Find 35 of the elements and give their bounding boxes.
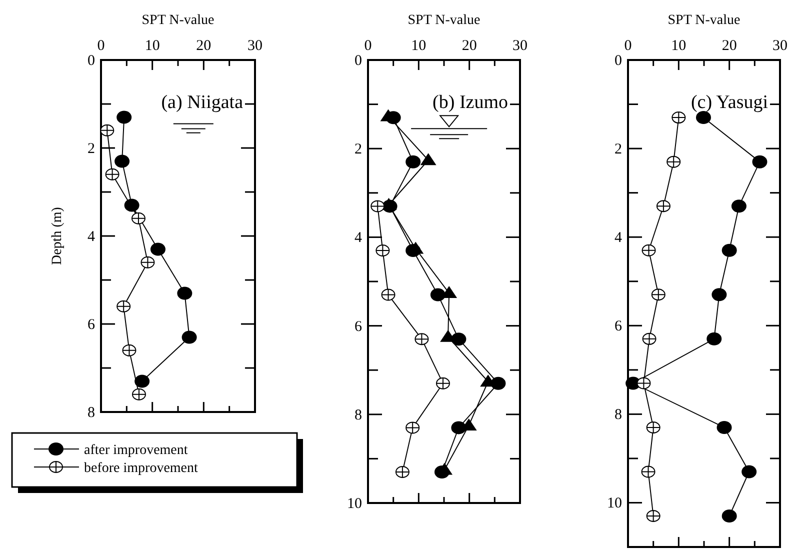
y-tick-label: 2	[354, 142, 362, 158]
legend-label: before improvement	[84, 461, 198, 476]
y-tick-label: 4	[354, 230, 362, 246]
x-tick-label: 30	[772, 38, 788, 54]
y-tick-label: 0	[614, 53, 622, 69]
y-tick-label: 8	[354, 407, 362, 424]
x-axis-title: SPT N-value	[668, 13, 740, 28]
y-tick-label: 4	[614, 230, 622, 246]
annotation: (b) Izumo	[432, 92, 508, 113]
y-axis-title: Depth (m)	[50, 206, 65, 265]
x-tick-label: 10	[144, 38, 160, 54]
x-tick-label: 10	[411, 38, 426, 54]
y-tick-label: 2	[88, 141, 95, 157]
x-tick-label: 20	[722, 38, 737, 54]
x-axis-title: SPT N-value	[408, 13, 480, 28]
legend-label: after improvement	[84, 443, 188, 458]
y-tick-label: 8	[88, 405, 95, 421]
y-tick-label: 10	[347, 496, 362, 512]
y-tick-label: 6	[614, 318, 622, 335]
x-tick-label: 30	[248, 38, 262, 54]
annotation: (a) Niigata	[161, 92, 244, 113]
y-tick-label: 0	[354, 53, 362, 69]
x-tick-label: 20	[462, 38, 477, 54]
x-axis-title: SPT N-value	[142, 13, 214, 28]
y-tick-label: 10	[607, 496, 622, 512]
annotation: (c) Yasugi	[690, 92, 768, 113]
y-tick-label: 4	[88, 229, 96, 245]
x-tick-label: 30	[512, 38, 528, 54]
x-tick-label: 20	[196, 38, 212, 54]
x-tick-label: 10	[671, 38, 686, 54]
y-tick-label: 8	[614, 407, 622, 424]
y-tick-label: 2	[614, 142, 622, 158]
y-tick-label: 6	[88, 317, 96, 333]
y-tick-label: 6	[354, 318, 362, 335]
y-tick-label: 0	[88, 53, 95, 69]
